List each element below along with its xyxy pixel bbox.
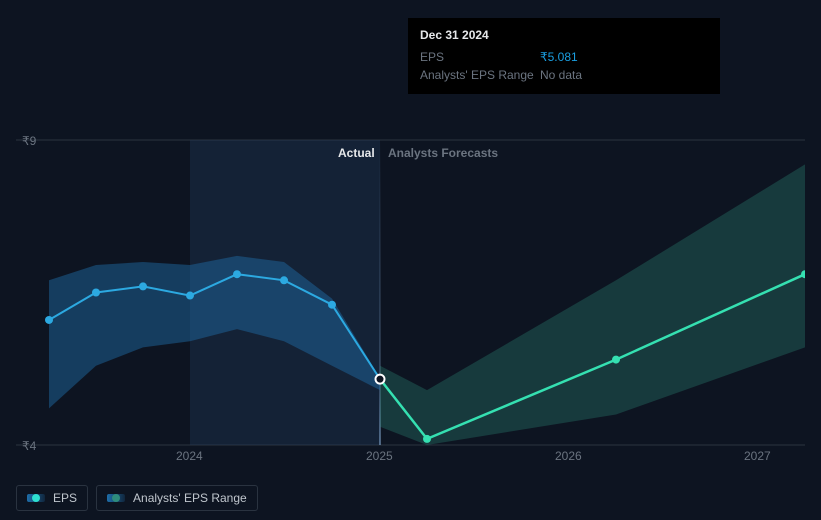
legend-dot [32,494,40,502]
eps-chart[interactable] [16,120,805,445]
legend-item[interactable]: Analysts' EPS Range [96,485,258,511]
legend-item[interactable]: EPS [16,485,88,511]
chart-canvas [16,120,805,465]
section-label-forecast: Analysts Forecasts [388,146,498,160]
tooltip-date: Dec 31 2024 [420,28,708,42]
legend-dot [112,494,120,502]
chart-tooltip: Dec 31 2024 EPS₹5.081Analysts' EPS Range… [408,18,720,94]
legend-label: EPS [53,491,77,505]
chart-legend: EPS Analysts' EPS Range [16,485,258,511]
x-axis-label: 2025 [366,449,393,463]
legend-swatch [27,494,45,502]
x-axis-label: 2026 [555,449,582,463]
legend-swatch [107,494,125,502]
tooltip-row-label: EPS [420,50,540,64]
y-axis-label: ₹9 [22,134,36,148]
tooltip-row-value: ₹5.081 [540,50,578,64]
section-label-actual: Actual [338,146,375,160]
tooltip-row: Analysts' EPS RangeNo data [420,66,708,84]
y-axis-label: ₹4 [22,439,36,453]
tooltip-row: EPS₹5.081 [420,48,708,66]
tooltip-row-value: No data [540,68,582,82]
x-axis-label: 2024 [176,449,203,463]
x-axis-label: 2027 [744,449,771,463]
legend-label: Analysts' EPS Range [133,491,247,505]
tooltip-row-label: Analysts' EPS Range [420,68,540,82]
